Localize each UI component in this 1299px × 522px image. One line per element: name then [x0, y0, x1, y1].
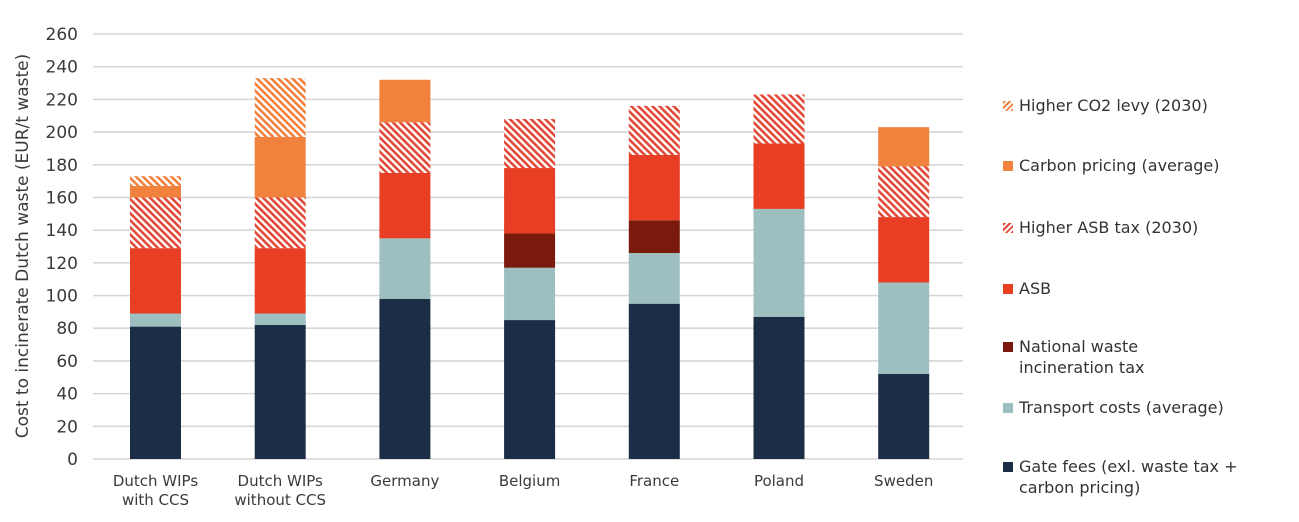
- color-swatch-icon: [1003, 284, 1013, 294]
- y-tick-label: 60: [56, 352, 78, 372]
- color-swatch-icon: [1003, 342, 1013, 352]
- y-tick-label: 160: [46, 188, 78, 208]
- x-tick-label: Dutch WIPs without CCS: [234, 472, 326, 509]
- x-tick-label: Belgium: [499, 472, 561, 490]
- legend-label: Gate fees (exl. waste tax + carbon prici…: [1019, 457, 1238, 497]
- bar-segment: [254, 324, 306, 459]
- x-axis-labels: Dutch WIPs with CCS Dutch WIPs without CCS G…: [113, 472, 933, 509]
- bar-stack: [130, 176, 181, 459]
- y-tick-label: 180: [46, 156, 78, 176]
- bar-segment: [878, 282, 930, 374]
- bar-stack: [753, 94, 805, 459]
- bar-segment: [628, 253, 680, 304]
- legend-label: Higher CO2 levy (2030): [1019, 96, 1208, 115]
- bar-segment: [628, 105, 680, 155]
- y-axis-label: Cost to incinerate Dutch waste (EUR/t wa…: [13, 54, 33, 439]
- bar-segment: [254, 248, 306, 314]
- bar-segment: [628, 303, 680, 459]
- legend-item: Gate fees (exl. waste tax + carbon prici…: [1003, 456, 1238, 498]
- bar-stack: [504, 119, 556, 459]
- legend-item: Carbon pricing (average): [1003, 155, 1220, 176]
- bar-segment: [130, 326, 181, 459]
- legend-item: Higher CO2 levy (2030): [1003, 95, 1208, 116]
- legend-item: Transport costs (average): [1003, 397, 1224, 418]
- y-tick-label: 260: [46, 25, 78, 45]
- x-tick-label: Germany: [370, 472, 439, 490]
- bar-stack: [878, 127, 930, 459]
- x-tick-label: Dutch WIPs with CCS: [113, 472, 198, 509]
- legend-label: Carbon pricing (average): [1019, 156, 1220, 175]
- hatched-swatch-icon: [1003, 223, 1013, 233]
- y-tick-label: 140: [46, 221, 78, 241]
- bar-segment: [130, 313, 181, 327]
- bar-stack: [379, 79, 431, 459]
- bar-segment: [254, 136, 306, 198]
- legend-item: ASB: [1003, 278, 1051, 299]
- bar-stack: [254, 78, 306, 459]
- color-swatch-icon: [1003, 161, 1013, 171]
- y-tick-label: 200: [46, 123, 78, 143]
- bar-segment: [504, 320, 556, 459]
- bar-segment: [379, 79, 431, 123]
- legend: Higher CO2 levy (2030) Carbon pricing (av…: [1003, 0, 1293, 522]
- bar-segment: [878, 166, 930, 218]
- bar-segment: [753, 208, 805, 317]
- bar-segment: [753, 94, 805, 144]
- y-tick-label: 0: [67, 450, 78, 470]
- legend-label: Transport costs (average): [1019, 398, 1224, 417]
- bar-segment: [130, 176, 181, 187]
- color-swatch-icon: [1003, 462, 1013, 472]
- y-tick-label: 240: [46, 58, 78, 78]
- bars: [130, 78, 930, 459]
- x-tick-label: Sweden: [874, 472, 933, 490]
- legend-item: National waste incineration tax: [1003, 336, 1144, 378]
- legend-label: Higher ASB tax (2030): [1019, 218, 1199, 237]
- bar-segment: [753, 143, 805, 209]
- y-tick-label: 100: [46, 287, 78, 307]
- bar-segment: [254, 313, 306, 325]
- bar-segment: [878, 374, 930, 459]
- y-axis-ticks: 0 20 40 60 80 100 120 140 160 180 200 220 240 260: [46, 25, 78, 470]
- bar-stack: [628, 105, 680, 459]
- y-tick-label: 120: [46, 254, 78, 274]
- legend-item: Higher ASB tax (2030): [1003, 217, 1198, 238]
- hatched-swatch-icon: [1003, 101, 1013, 111]
- legend-label: National waste incineration tax: [1019, 337, 1145, 377]
- bar-segment: [628, 220, 680, 254]
- bar-segment: [504, 168, 556, 234]
- y-tick-label: 80: [56, 319, 78, 339]
- bar-segment: [878, 127, 930, 167]
- bar-segment: [504, 267, 556, 321]
- bar-segment: [254, 197, 306, 249]
- x-tick-label: France: [629, 472, 679, 490]
- bar-segment: [130, 186, 181, 198]
- bar-segment: [379, 172, 431, 239]
- bar-segment: [254, 78, 306, 137]
- bar-segment: [878, 217, 930, 283]
- bar-segment: [753, 316, 805, 459]
- y-tick-label: 20: [56, 417, 78, 437]
- color-swatch-icon: [1003, 403, 1013, 413]
- y-tick-label: 220: [46, 90, 78, 110]
- bar-segment: [504, 119, 556, 169]
- bar-segment: [379, 122, 431, 173]
- bar-segment: [379, 298, 431, 459]
- x-tick-label: Poland: [754, 472, 804, 490]
- bar-segment: [130, 197, 181, 249]
- bar-segment: [379, 238, 431, 299]
- bar-segment: [628, 154, 680, 221]
- bar-segment: [130, 248, 181, 314]
- legend-label: ASB: [1019, 279, 1052, 298]
- bar-segment: [504, 233, 556, 268]
- y-tick-label: 40: [56, 385, 78, 405]
